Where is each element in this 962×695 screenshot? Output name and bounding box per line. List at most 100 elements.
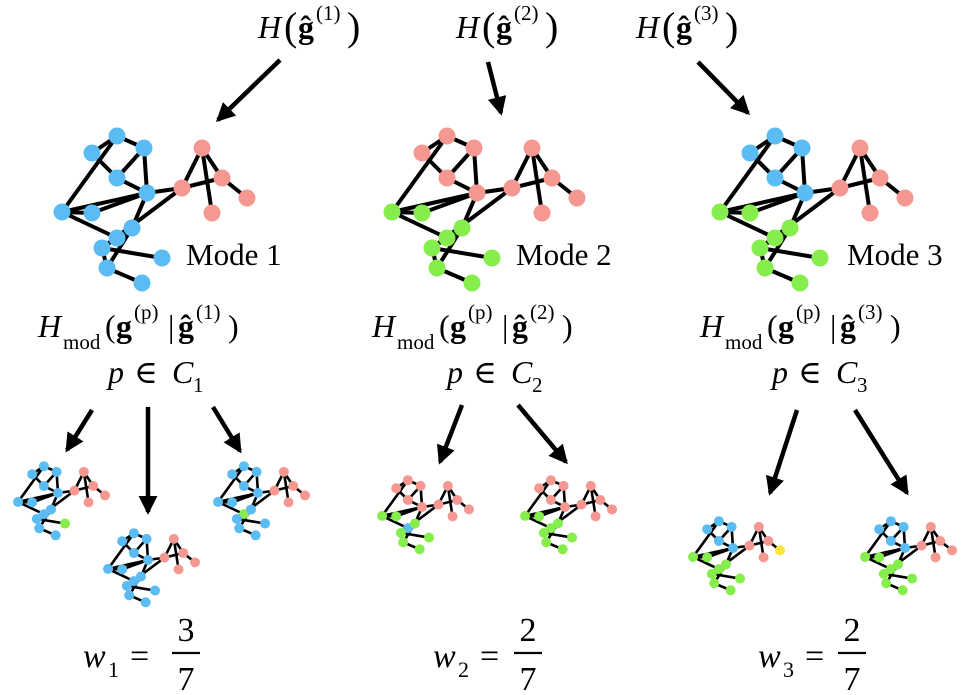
graph-node [133, 274, 151, 292]
graph-node [861, 204, 879, 222]
graph-node [874, 524, 885, 535]
weight-label-2: w 2 = 2 7 [433, 612, 542, 695]
graph-node [150, 585, 161, 596]
arrow-sample-3a [765, 409, 800, 496]
svg-text:(p): (p) [796, 300, 821, 324]
graph-node [38, 509, 49, 520]
graph-node [121, 580, 132, 591]
graph-node [83, 204, 101, 222]
graph-node [453, 219, 471, 237]
graph-node [545, 523, 556, 534]
graph-node [173, 179, 191, 197]
graph-edge [446, 484, 454, 518]
graph-node [269, 485, 280, 496]
svg-text:=: = [130, 638, 149, 675]
graph-node [93, 239, 111, 257]
graph-node [128, 528, 139, 539]
svg-text:1: 1 [193, 373, 204, 397]
graph-node [117, 564, 128, 575]
svg-text:=: = [480, 638, 499, 675]
graph-edge [200, 146, 214, 215]
graph-node [534, 483, 545, 494]
graph-node [534, 511, 545, 522]
svg-text:(1): (1) [196, 300, 221, 324]
graph-node [590, 511, 601, 522]
svg-text:3: 3 [857, 373, 868, 397]
svg-text:C: C [511, 354, 533, 390]
svg-text:mod: mod [725, 330, 763, 354]
weight-numerator: 3 [178, 612, 195, 649]
graph-node [128, 547, 139, 558]
graph-node [140, 597, 151, 608]
graph-node [541, 537, 552, 548]
svg-text:): ) [347, 4, 360, 49]
graph-node [896, 189, 914, 207]
graph-node [383, 203, 401, 221]
mode-label-3: Mode 3 [847, 237, 943, 272]
graph-node [713, 564, 724, 575]
weight-numerator: 2 [844, 612, 861, 649]
mode-1-sample-3 [213, 461, 310, 541]
graph-node [414, 544, 425, 555]
graph-node [751, 239, 769, 257]
graph-node [231, 513, 242, 524]
graph-node [53, 203, 71, 221]
svg-text:): ) [890, 308, 901, 344]
graph-node [885, 535, 896, 546]
graph-node [278, 466, 289, 477]
graph-node [402, 494, 413, 505]
mode-1-sample-1 [13, 461, 110, 541]
svg-text:2: 2 [458, 657, 469, 682]
svg-text:(2): (2) [514, 1, 539, 25]
entropy-H: H [257, 9, 283, 45]
svg-text:p: p [106, 354, 124, 390]
graph-node [523, 139, 541, 157]
graph-node [567, 532, 578, 543]
svg-text:ĝ: ĝ [496, 9, 512, 45]
cluster-set-label-2: p ∈ C 2 [445, 354, 543, 397]
graph-node [438, 169, 456, 187]
graph-node [173, 564, 184, 575]
graph-node [483, 249, 501, 267]
graph-node [871, 169, 889, 187]
graph-node [60, 518, 71, 529]
graph-edge [172, 537, 180, 571]
svg-text:(: ( [439, 308, 450, 344]
graph-node [925, 521, 936, 532]
graph-node [713, 535, 724, 546]
graph-edge [216, 464, 246, 504]
graph-node [128, 576, 139, 587]
svg-text:(3): (3) [858, 300, 883, 324]
weight-denominator: 7 [844, 661, 861, 695]
mode-1-sample-2 [103, 528, 200, 608]
graph-node [874, 552, 885, 563]
svg-text:ĝ: ĝ [512, 308, 528, 344]
graph-node [409, 518, 420, 529]
svg-text:): ) [228, 308, 239, 344]
graph-node [413, 204, 431, 222]
svg-text:p: p [770, 354, 788, 390]
svg-text:∈: ∈ [798, 354, 822, 390]
graph-node [900, 543, 910, 553]
graph-edge [589, 484, 597, 518]
graph-node [108, 169, 126, 187]
svg-text:|: | [830, 308, 836, 344]
graph-node [124, 590, 135, 601]
graph-node [741, 144, 759, 162]
graph-node [725, 585, 736, 596]
cluster-set-label-1: p ∈ C 1 [106, 354, 204, 397]
weight-denominator: 7 [178, 661, 195, 695]
svg-text:3: 3 [783, 657, 794, 682]
graph-node [178, 547, 189, 558]
graph-node [27, 469, 38, 480]
graph-edge [216, 491, 260, 504]
graph-node [38, 461, 49, 472]
graph-node [398, 537, 409, 548]
graph-node [897, 585, 908, 596]
graph-edge [16, 464, 46, 504]
graph-node [50, 530, 61, 541]
graph-node [108, 127, 126, 145]
graph-node [503, 179, 521, 197]
graph-edge [863, 546, 907, 559]
